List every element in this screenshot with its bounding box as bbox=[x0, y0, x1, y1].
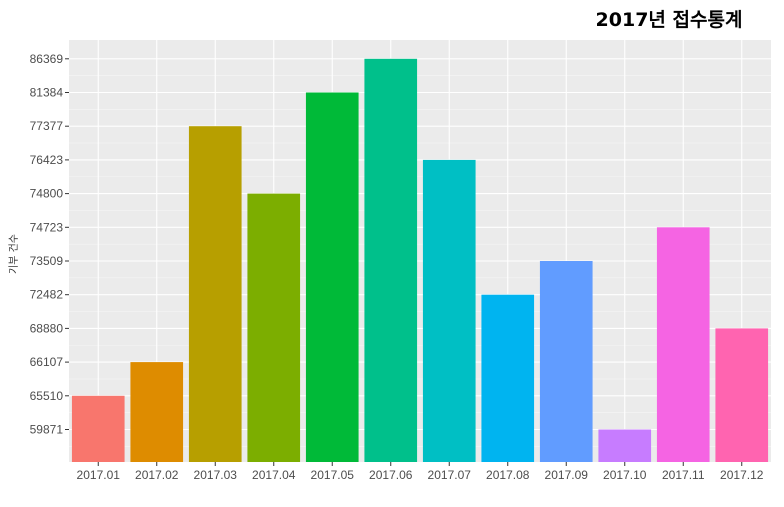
bar-2017.03 bbox=[188, 126, 242, 462]
x-tick-label: 2017.10 bbox=[603, 468, 647, 482]
x-tick-label: 2017.05 bbox=[311, 468, 355, 482]
x-tick-label: 2017.12 bbox=[720, 468, 764, 482]
bar-2017.07 bbox=[422, 159, 476, 462]
y-tick-label: 68880 bbox=[30, 321, 64, 335]
y-tick-label: 66107 bbox=[30, 355, 64, 369]
y-tick-label: 73509 bbox=[30, 254, 64, 268]
bar-2017.08 bbox=[481, 294, 535, 462]
bar-2017.05 bbox=[305, 92, 359, 462]
y-tick-label: 76423 bbox=[30, 153, 64, 167]
x-tick-label: 2017.08 bbox=[486, 468, 530, 482]
x-tick-label: 2017.06 bbox=[369, 468, 413, 482]
y-tick-label: 65510 bbox=[30, 389, 64, 403]
bar-2017.06 bbox=[364, 58, 418, 463]
y-tick-label: 77377 bbox=[30, 119, 64, 133]
bar-2017.02 bbox=[130, 362, 184, 462]
x-tick-label: 2017.02 bbox=[135, 468, 179, 482]
plot-panel bbox=[69, 40, 771, 462]
bar-2017.04 bbox=[247, 193, 301, 462]
x-axis-ticks: 2017.01 2017.02 2017.03 2017.04 2017.05 2017.… bbox=[77, 462, 764, 482]
bar-2017.01 bbox=[71, 395, 125, 462]
y-tick-label: 72482 bbox=[30, 288, 64, 302]
y-tick-label: 81384 bbox=[30, 86, 64, 100]
x-tick-label: 2017.03 bbox=[194, 468, 238, 482]
bar-2017.09 bbox=[539, 261, 593, 462]
y-tick-label: 74723 bbox=[30, 220, 64, 234]
y-axis-title: 기부 건수 bbox=[8, 234, 20, 274]
y-tick-label: 59871 bbox=[30, 423, 64, 437]
bar-2017.12 bbox=[715, 328, 769, 462]
x-tick-label: 2017.11 bbox=[662, 468, 705, 482]
x-tick-label: 2017.04 bbox=[252, 468, 296, 482]
y-tick-label: 74800 bbox=[30, 187, 64, 201]
bars bbox=[71, 58, 769, 463]
bar-2017.10 bbox=[598, 429, 652, 462]
x-tick-label: 2017.07 bbox=[428, 468, 472, 482]
chart-title: 2017년 접수통계 bbox=[596, 9, 743, 31]
x-tick-label: 2017.09 bbox=[545, 468, 589, 482]
y-axis-ticks: 59871 65510 66107 68880 72482 73509 74723 74800… bbox=[30, 52, 69, 437]
y-tick-label: 86369 bbox=[30, 52, 64, 66]
x-tick-label: 2017.01 bbox=[77, 468, 121, 482]
bar-2017.11 bbox=[656, 227, 710, 462]
